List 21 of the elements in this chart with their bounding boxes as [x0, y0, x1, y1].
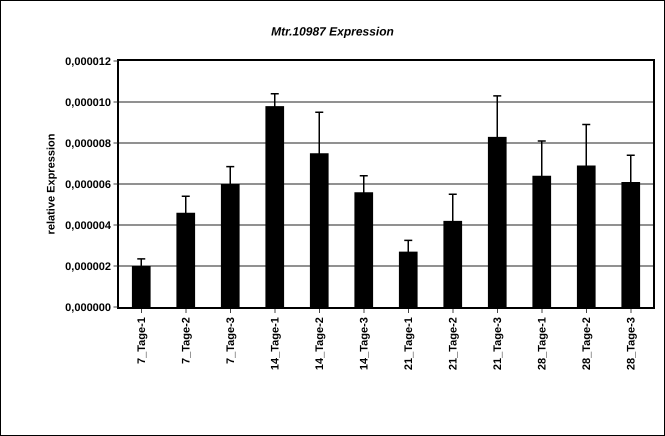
- y-tick-label: 0,000004: [65, 220, 112, 232]
- y-tick-label: 0,000012: [65, 56, 112, 68]
- x-tick-label: 14_Tage-1: [269, 317, 282, 370]
- x-tick-label: 28_Tage-3: [625, 317, 638, 370]
- x-tick-label: 21_Tage-3: [492, 317, 504, 370]
- x-tick-label: 7_Tage-3: [224, 317, 237, 364]
- x-tick-label: 14_Tage-3: [358, 317, 370, 370]
- x-tick-label: 28_Tage-1: [536, 317, 548, 370]
- y-tick-label: 0,000010: [65, 96, 112, 109]
- chart-title: Mtr.10987 Expression: [271, 24, 394, 38]
- y-tick-label: 0,000000: [65, 302, 112, 314]
- x-tick-label: 28_Tage-2: [580, 317, 593, 370]
- x-tick-label: 21_Tage-2: [447, 317, 460, 370]
- y-axis-title: relative Expression: [45, 133, 58, 234]
- y-tick-label: 0,000002: [65, 260, 112, 273]
- x-tick-label: 14_Tage-2: [314, 317, 326, 370]
- y-tick-label: 0,000008: [65, 138, 112, 150]
- x-tick-label: 21_Tage-1: [402, 317, 415, 370]
- y-tick-label: 0,000006: [65, 178, 112, 191]
- x-tick-label: 7_Tage-2: [180, 317, 192, 364]
- x-tick-label: 7_Tage-1: [136, 317, 148, 364]
